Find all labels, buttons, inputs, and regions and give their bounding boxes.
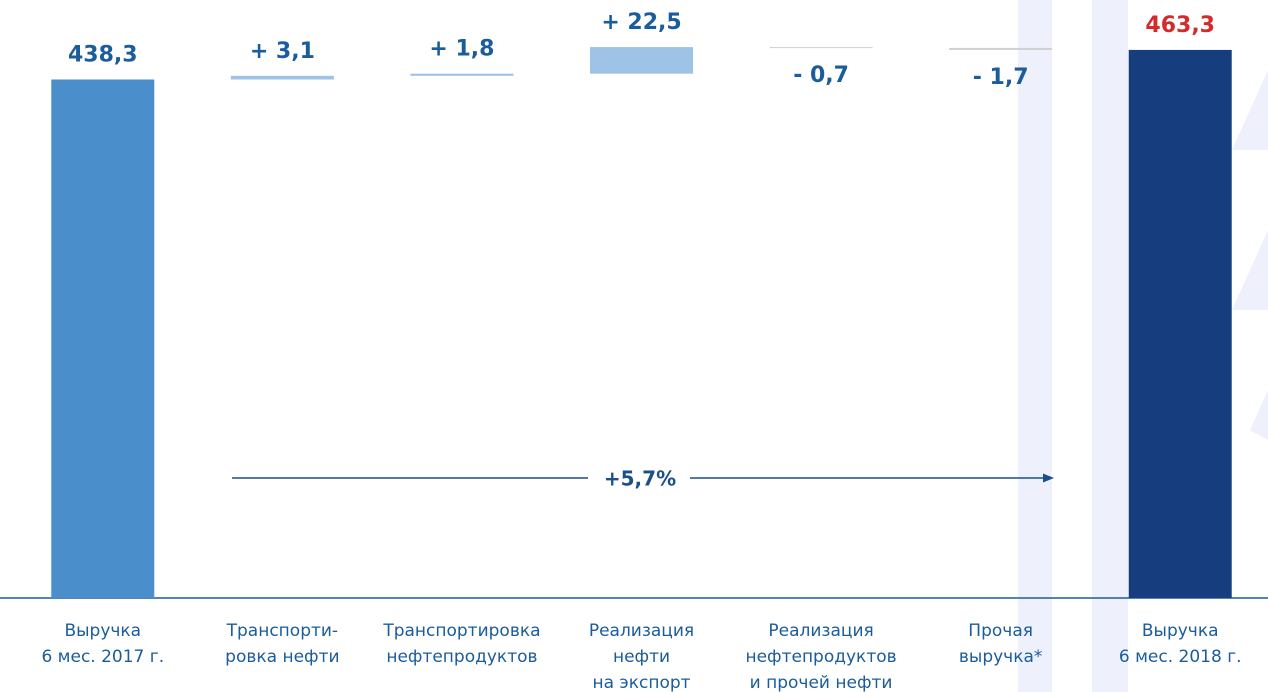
- bar: [769, 47, 873, 49]
- bar: [51, 79, 155, 598]
- bar: [1128, 49, 1232, 598]
- x-tick-label: Транспортировка нефтепродуктов: [382, 621, 540, 667]
- growth-annotation: +5,7%: [232, 467, 1054, 491]
- bar: [410, 73, 514, 76]
- value-label: + 22,5: [601, 10, 681, 35]
- x-tick-label: Реализация нефти на экспорт: [589, 621, 694, 692]
- value-label: 463,3: [1145, 13, 1215, 38]
- annotation: +5,7%: [604, 467, 676, 491]
- bar: [590, 47, 693, 74]
- x-tick-label: Выручка 6 мес. 2017 г.: [41, 621, 164, 667]
- x-tick-label: Выручка 6 мес. 2018 г.: [1119, 621, 1242, 667]
- background-decoration: [1018, 0, 1268, 692]
- x-tick-label: Прочая выручка*: [959, 621, 1043, 667]
- x-tick-label: Транспорти-ровка нефти: [225, 621, 339, 667]
- value-label: + 3,1: [250, 39, 315, 64]
- bar: [230, 75, 334, 80]
- x-tick-label: Реализация нефтепродуктов и прочей нефти: [745, 621, 896, 692]
- value-label: - 1,7: [973, 65, 1029, 90]
- bar: [949, 47, 1053, 50]
- value-label: 438,3: [68, 43, 138, 68]
- value-label: + 1,8: [429, 37, 494, 62]
- value-label: - 0,7: [793, 63, 849, 88]
